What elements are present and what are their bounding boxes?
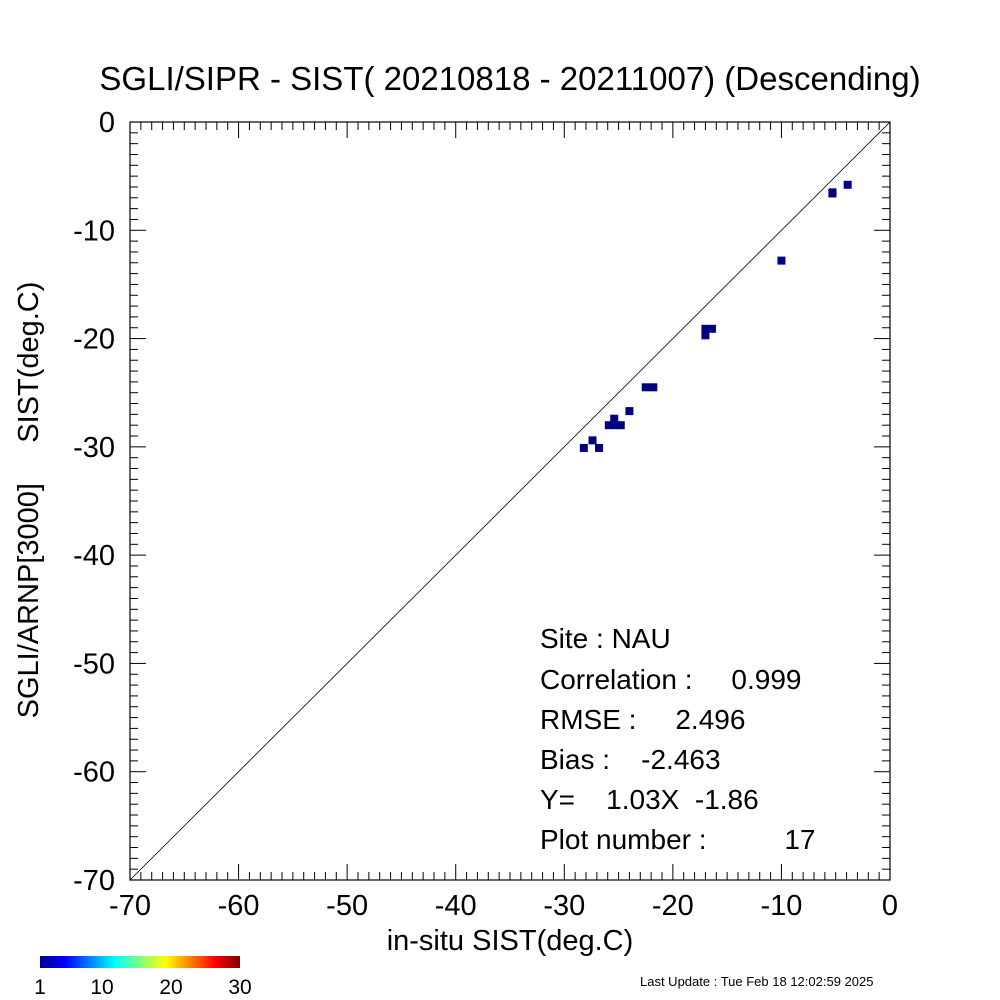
data-point [777,256,786,265]
colorbar-tick-label: 1 [34,976,46,999]
data-point [701,331,710,340]
stats-box: Site : NAU Correlation : 0.999 RMSE : 2.… [540,623,815,855]
x-tick-label: -60 [218,890,260,922]
colorbar-tick-label: 10 [90,976,113,999]
data-point [707,324,716,333]
stat-correlation: Correlation : 0.999 [540,664,801,695]
colorbar-gradient [40,956,240,968]
x-axis-label: in-situ SIST(deg.C) [387,925,634,957]
y-axis-label: SGLI/ARNP[3000] SIST(deg.C) [13,282,45,719]
y-tick-label: -40 [73,540,115,572]
data-points [579,180,852,452]
data-point [625,407,634,416]
stat-rmse: RMSE : 2.496 [540,704,745,735]
stat-bias: Bias : -2.463 [540,744,721,775]
data-point [828,189,837,198]
colorbar: 1 10 20 30 [34,956,252,999]
x-tick-label: -10 [760,890,802,922]
x-tick-label: -50 [326,890,368,922]
y-tick-label: -10 [73,215,115,247]
data-point [588,436,597,445]
data-point [579,443,588,452]
x-tick-label: -70 [109,890,151,922]
x-tick-label: -30 [543,890,585,922]
data-point [649,383,658,392]
data-point [701,324,710,333]
data-point [843,180,852,189]
x-tick-label: -20 [652,890,694,922]
x-tick-label: -40 [435,890,477,922]
axis-ticks [129,121,891,881]
stat-site: Site : NAU [540,623,671,654]
one-to-one-line [129,121,891,881]
stat-regression: Y= 1.03X -1.86 [540,784,759,815]
y-tick-label: 0 [99,107,115,139]
y-tick-label: -20 [73,324,115,356]
data-point [595,443,604,452]
y-tick-label: -30 [73,432,115,464]
last-update: Last Update : Tue Feb 18 12:02:59 2025 [640,974,873,989]
x-tick-label: 0 [882,890,898,922]
chart-title: SGLI/SIPR - SIST( 20210818 - 20211007) (… [99,60,920,97]
data-point [641,383,650,392]
data-point [616,421,625,430]
y-tick-label: -50 [73,648,115,680]
colorbar-tick-label: 30 [228,976,251,999]
y-tick-label: -70 [73,865,115,897]
y-tick-label: -60 [73,757,115,789]
data-point [604,421,613,430]
data-point [610,414,619,423]
colorbar-tick-label: 20 [159,976,182,999]
data-point [611,421,620,430]
plot-frame [129,121,891,881]
stat-plot-number: Plot number : 17 [540,824,815,855]
axis-tick-labels: -70 -60 -50 -40 -30 -20 -10 0 -70 -60 -50 -40 -30 -20… [73,107,898,922]
colorbar-ticks: 1 10 20 30 [34,976,252,999]
